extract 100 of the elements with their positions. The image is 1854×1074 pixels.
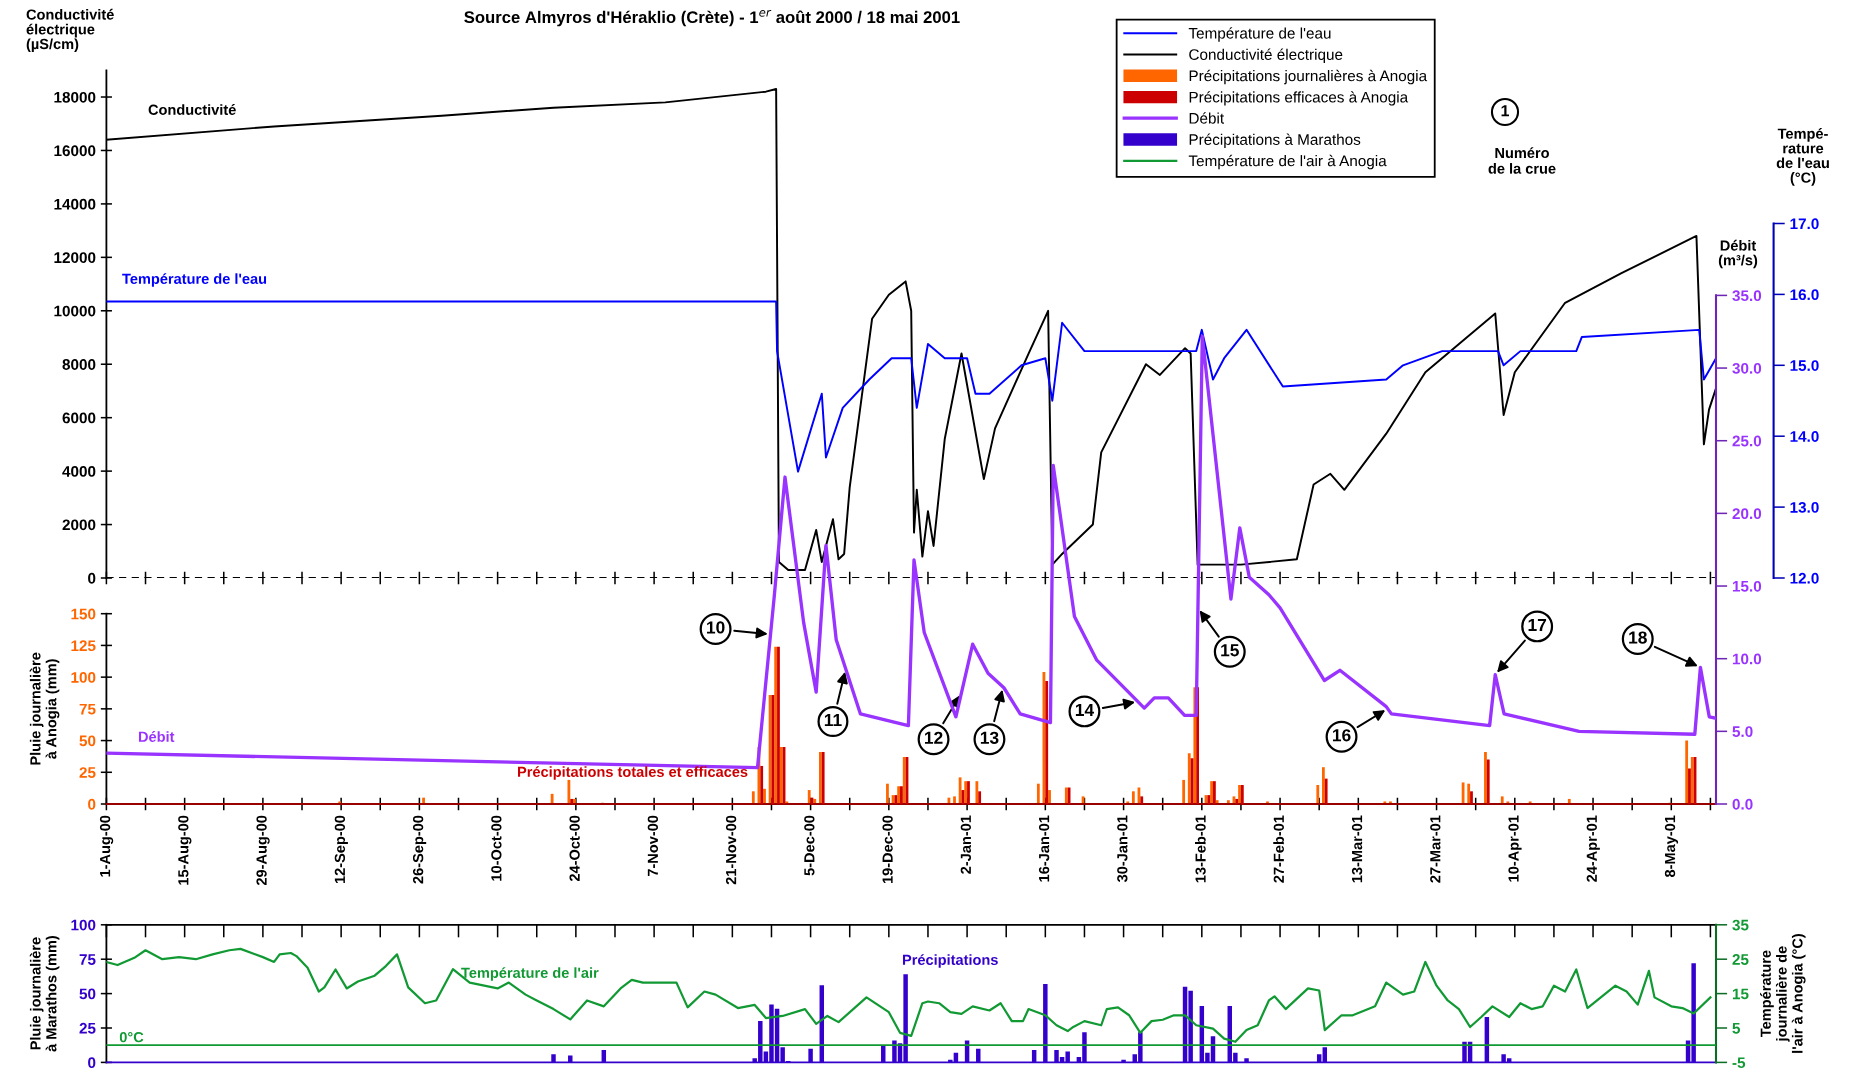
bar [1187,753,1191,804]
y-tick-label: 14000 [54,198,96,210]
annotation: 13 [980,731,999,744]
y-axis-title: Pluie journalière à Marathos (mm) [29,935,60,1052]
y2-tick-label: 10.0 [1732,653,1762,665]
y-tick-label: 100 [71,672,96,683]
y2-tick-label: 35 [1732,919,1749,931]
y-tick-label: 100 [71,919,96,931]
y-tick-label: 2000 [62,519,96,531]
x-tick-label: 10-Oct-00 [491,815,502,881]
ref-line-label: 0°C [119,1031,144,1043]
legend-label: Conductivité électrique [1189,48,1343,63]
annotation: 14 [1075,703,1095,716]
annotation: Température de l'air [461,967,599,981]
y2-tick-label: 13.0 [1790,501,1819,513]
x-tick-label: 26-Sep-00 [412,815,427,884]
y-axis-title: Pluie journalière à Anogia (mm) [29,652,60,765]
annotation: Conductivité [148,104,236,115]
bar [1316,784,1320,804]
y2-tick-label: 0.0 [1732,798,1753,810]
bar [1036,783,1040,804]
y2-tick-label: 12.0 [1790,572,1819,584]
bar [953,796,956,804]
y2-tick-label: 35.0 [1732,290,1762,302]
bar [1688,768,1691,804]
y2-axis-title: Température journalière de l'air à Anogia (°C) [1760,934,1806,1053]
y2-tick-label: 30.0 [1732,362,1762,374]
y2-tick-label: 15 [1732,988,1749,1000]
y-tick-label: 25 [79,767,96,778]
y-tick-label: 50 [79,735,96,747]
bar [1140,796,1144,804]
y-tick-label: 125 [71,640,96,652]
y2-tick-label: 15.0 [1732,580,1762,592]
x-tick-label: 27-Feb-01 [1273,815,1284,883]
bar [958,777,962,804]
bar [886,783,889,804]
x-tick-label: 30-Jan-01 [1117,815,1128,883]
y-axis-title: Conductivité électrique (µS/cm) [26,8,114,53]
bar [1321,767,1325,804]
x-tick-label: 13-Feb-01 [1195,815,1206,883]
y-tick-label: 25 [79,1022,96,1034]
x-tick-label: 8-May-01 [1664,815,1679,878]
bar [1045,680,1049,804]
legend-label: Température de l'eau [1188,27,1331,42]
annotation: 12 [924,731,943,744]
y2-tick-label: 25 [1732,954,1749,965]
x-tick-label: 21-Nov-00 [725,815,737,885]
bar [975,781,979,804]
y-tick-label: 12000 [54,252,96,264]
bar [1685,740,1689,804]
bar [763,788,766,804]
x-tick-label: 13-Mar-01 [1351,815,1363,883]
bar [1470,791,1473,804]
annotation: Précipitations [902,954,998,968]
legend-label: Température de l'air à Anogia [1188,154,1387,170]
annotation: Débit [138,731,175,742]
bar [1182,779,1186,804]
y2-axis-title: Débit (m³/s) [1718,239,1758,269]
x-tick-label: 5-Dec-00 [804,815,815,876]
y2-tick-label: 17.0 [1790,218,1819,230]
y-tick-label: 4000 [62,465,96,477]
bar [1500,796,1504,804]
x-tick-label: 2-Jan-01 [960,815,971,874]
bar [1048,790,1051,804]
y2-tick-label: 5.0 [1732,726,1753,738]
x-tick-label: 1-Aug-00 [99,815,114,877]
y2-tick-label: 5 [1732,1023,1741,1034]
x-tick-label: 7-Nov-00 [647,815,659,877]
legend-label: Précipitations journalières à Anogia [1189,69,1428,85]
bar [1467,783,1471,804]
annotation: Précipitations totales et efficaces [518,766,748,780]
y-tick-label: 8000 [62,359,96,370]
y-tick-label: 75 [79,703,96,715]
y2-tick-label: 14.0 [1790,431,1819,442]
y2-tick-label: 20.0 [1732,508,1762,520]
bar [1486,759,1490,804]
y-tick-label: 16000 [54,145,96,157]
line-series [106,947,1712,1043]
y-tick-label: 0 [88,798,96,810]
bar [978,791,982,804]
annotation: 11 [824,714,842,727]
legend-label: Débit [1189,112,1224,124]
chart-title: Source Almyros d'Héraklio (Crète) - 1$^{er}$ août 2000 / 18 mai 2001 [464,10,960,27]
y-tick-label: 150 [71,608,96,620]
bar [1324,778,1328,804]
y-tick-label: 10000 [54,305,96,317]
annotation: 18 [1629,631,1647,644]
bar [1484,751,1487,804]
annotation: 17 [1528,618,1547,631]
y-tick-label: 18000 [54,91,96,103]
x-tick-label: 12-Sep-00 [334,815,348,884]
bar [567,779,571,804]
bar [807,790,811,804]
annotation: 15 [1221,644,1239,657]
annotation: 16 [1332,729,1351,742]
x-tick-label: 24-Apr-01 [1586,815,1600,882]
y-tick-label: 0 [88,572,96,584]
legend-label: Précipitations à Marathos [1189,133,1361,148]
y-tick-label: 6000 [62,412,96,424]
bar [550,793,554,804]
